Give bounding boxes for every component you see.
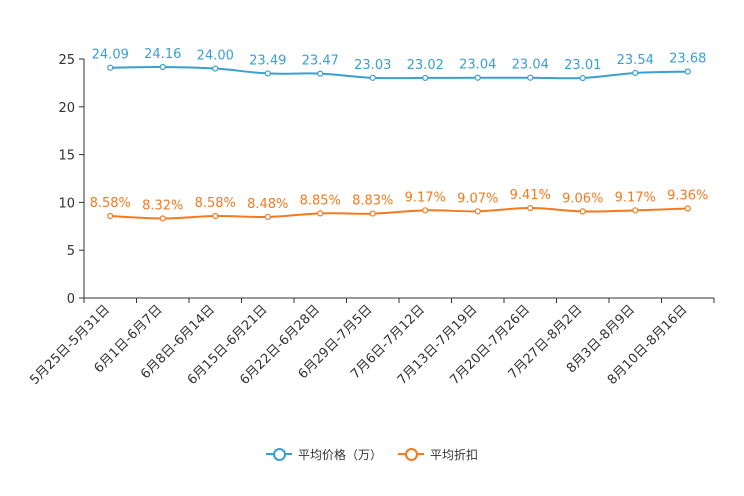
data-label: 9.07% — [457, 191, 498, 206]
data-point — [317, 210, 324, 217]
data-point — [317, 70, 324, 77]
legend-item-1[interactable]: 平均折扣 — [398, 446, 478, 463]
data-point — [422, 74, 429, 82]
data-point — [369, 74, 376, 81]
data-label: 8.83% — [352, 194, 393, 209]
data-label: 23.01 — [564, 58, 601, 73]
line-chart: 05101520255月25日-5月31日6月1日-6月7日6月8日-6月14日… — [27, 47, 715, 388]
legend-item-0[interactable]: 平均价格（万） — [265, 446, 382, 463]
y-tick-label: 10 — [58, 196, 75, 211]
data-label: 23.03 — [354, 58, 391, 73]
data-point — [474, 208, 481, 215]
data-label: 23.04 — [512, 58, 549, 73]
data-point — [632, 69, 639, 77]
data-label: 23.54 — [617, 53, 654, 68]
data-point — [107, 212, 114, 220]
data-label: 8.58% — [195, 196, 236, 211]
data-point — [212, 212, 219, 220]
legend-line-circle-icon — [398, 447, 424, 461]
series-line-1 — [110, 207, 688, 220]
data-label: 23.02 — [407, 58, 444, 73]
data-label: 8.32% — [142, 198, 183, 213]
legend: 平均价格（万） 平均折扣 — [0, 443, 744, 465]
data-point — [107, 64, 114, 71]
data-point — [264, 70, 271, 77]
y-tick-label: 5 — [67, 244, 75, 259]
legend-label: 平均折扣 — [430, 447, 479, 462]
data-label: 23.68 — [669, 52, 706, 67]
data-label: 24.00 — [197, 49, 234, 64]
data-label: 9.41% — [510, 188, 551, 203]
data-point — [159, 63, 166, 71]
data-point — [527, 204, 534, 212]
legend-line-circle-icon — [265, 447, 292, 461]
data-label: 9.36% — [667, 189, 708, 204]
data-point — [684, 205, 691, 212]
data-point — [579, 74, 586, 82]
data-label: 23.04 — [459, 58, 496, 73]
y-tick-label: 0 — [67, 292, 75, 307]
data-label: 23.49 — [249, 53, 286, 68]
series-line-0 — [110, 66, 688, 80]
data-point — [369, 210, 376, 217]
y-tick-label: 15 — [58, 149, 75, 164]
data-point — [684, 68, 691, 75]
data-point — [212, 65, 219, 72]
legend-label: 平均价格（万） — [297, 447, 382, 462]
data-label: 23.47 — [302, 54, 339, 69]
data-point — [527, 74, 534, 81]
data-point — [579, 208, 586, 215]
data-point — [632, 207, 639, 214]
data-point — [159, 215, 166, 222]
data-label: 8.58% — [90, 196, 131, 211]
data-label: 8.48% — [247, 197, 288, 212]
data-label: 9.17% — [405, 190, 446, 205]
data-label: 9.17% — [615, 190, 656, 205]
y-tick-label: 20 — [58, 101, 75, 116]
y-tick-label: 25 — [58, 53, 75, 68]
data-point — [474, 74, 481, 81]
data-label: 24.09 — [92, 48, 129, 63]
data-point — [264, 213, 271, 221]
data-label: 9.06% — [562, 191, 603, 206]
data-label: 8.85% — [300, 193, 341, 208]
data-label: 24.16 — [144, 47, 181, 62]
data-point — [422, 207, 429, 214]
